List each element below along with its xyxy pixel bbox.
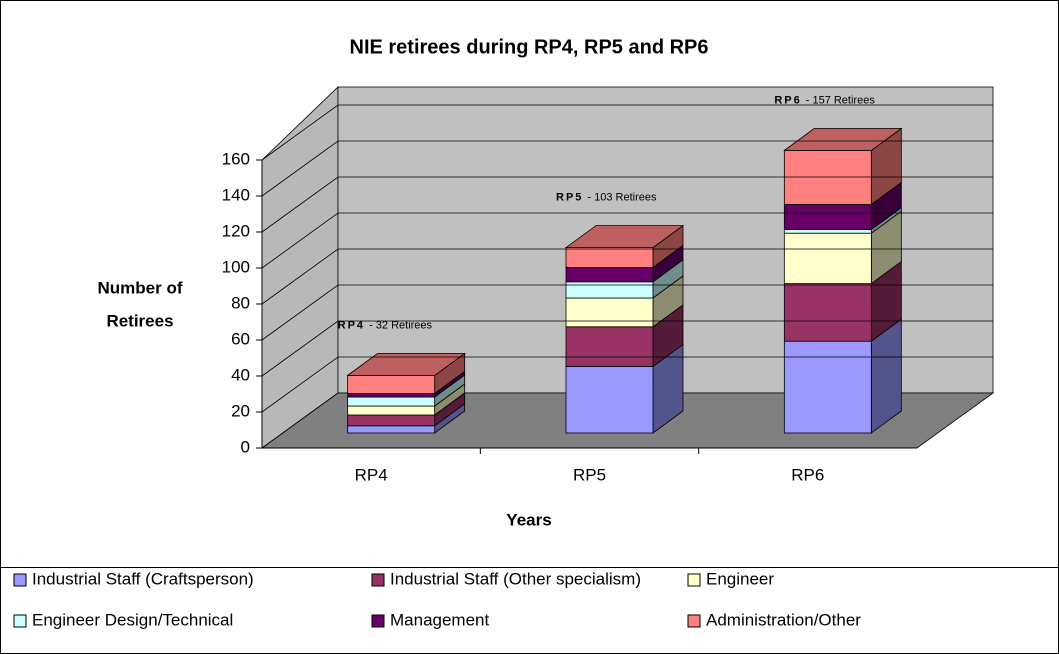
grid-line xyxy=(261,320,993,377)
bar-top xyxy=(346,352,466,376)
legend-swatch xyxy=(371,614,385,628)
bar-front xyxy=(783,283,872,342)
bar-front xyxy=(347,414,436,427)
bar-segment xyxy=(565,259,684,299)
y-axis-label: Number of xyxy=(98,278,183,297)
legend-label: Administration/Other xyxy=(706,610,861,629)
annotation-bold: RP5 xyxy=(556,192,583,204)
bar-segment xyxy=(565,275,684,328)
x-tick-label: RP5 xyxy=(573,465,606,484)
y-tick-label: 160 xyxy=(222,149,250,168)
grid-line xyxy=(261,212,993,269)
bar-top xyxy=(783,127,903,151)
y-tick-label: 20 xyxy=(231,401,250,420)
bar-segment xyxy=(783,318,902,434)
bar-segment xyxy=(564,224,685,269)
x-tick-label: RP4 xyxy=(355,465,388,484)
x-tick-label: RP6 xyxy=(791,465,824,484)
legend-label: Engineer Design/Technical xyxy=(32,610,233,629)
legend-label: Management xyxy=(390,610,490,629)
grid-line xyxy=(261,104,993,161)
grid-line xyxy=(261,356,993,413)
bar-top xyxy=(564,225,685,249)
grid-line xyxy=(261,176,993,233)
annotation-text: - 32 Retirees xyxy=(369,319,432,331)
grid-line xyxy=(261,140,993,197)
bar-front xyxy=(565,326,654,367)
bar-front xyxy=(565,365,654,434)
bar-front xyxy=(783,340,872,434)
legend-swatch xyxy=(13,573,27,587)
bar-front xyxy=(783,229,872,234)
legend-swatch xyxy=(687,573,701,587)
legend-swatch xyxy=(687,614,701,628)
y-tick-label: 0 xyxy=(241,437,250,456)
y-tick-label: 100 xyxy=(222,257,250,276)
annotation-text: - 157 Retirees xyxy=(806,94,876,106)
legend-label: Industrial Staff (Craftsperson) xyxy=(32,569,254,588)
bar-segment xyxy=(783,127,903,206)
bar-front xyxy=(565,266,654,283)
x-axis-label: Years xyxy=(506,510,551,529)
bar-front xyxy=(347,396,436,407)
y-axis-label: Retirees xyxy=(106,311,173,330)
annotation: RP4 - 32 Retirees xyxy=(338,319,433,331)
bar-front xyxy=(347,405,436,416)
annotation: RP5 - 103 Retirees xyxy=(556,192,657,204)
bar-segment xyxy=(783,181,902,231)
annotation-bold: RP4 xyxy=(338,319,365,331)
legend-swatch xyxy=(13,614,27,628)
bar-front xyxy=(347,392,436,398)
bar-segment xyxy=(565,304,684,368)
legend-label: Engineer xyxy=(706,569,774,588)
legend-label: Industrial Staff (Other specialism) xyxy=(390,569,641,588)
bar-segment xyxy=(347,383,466,416)
grid-line xyxy=(261,284,993,341)
bar-segment xyxy=(565,244,684,283)
bar-segment xyxy=(565,343,684,434)
bar-front xyxy=(565,281,654,299)
annotation-bold: RP6 xyxy=(774,94,801,106)
legend-swatch xyxy=(371,573,385,587)
bar-segment xyxy=(346,352,466,395)
y-tick-label: 40 xyxy=(231,365,250,384)
bar-front xyxy=(783,232,872,284)
y-tick-label: 120 xyxy=(222,221,250,240)
annotation-text: - 103 Retirees xyxy=(587,192,657,204)
bar-front xyxy=(347,425,436,434)
y-tick-label: 140 xyxy=(222,185,250,204)
y-tick-label: 60 xyxy=(231,329,250,348)
grid-line xyxy=(261,248,993,305)
y-tick-label: 80 xyxy=(231,293,250,312)
bar-front xyxy=(565,297,654,328)
bar-front xyxy=(783,203,872,230)
chart-title: NIE retirees during RP4, RP5 and RP6 xyxy=(350,36,709,58)
bar-front xyxy=(565,247,654,268)
bar-front xyxy=(347,374,436,394)
annotation: RP6 - 157 Retirees xyxy=(774,94,875,106)
bar-segment xyxy=(783,210,902,285)
